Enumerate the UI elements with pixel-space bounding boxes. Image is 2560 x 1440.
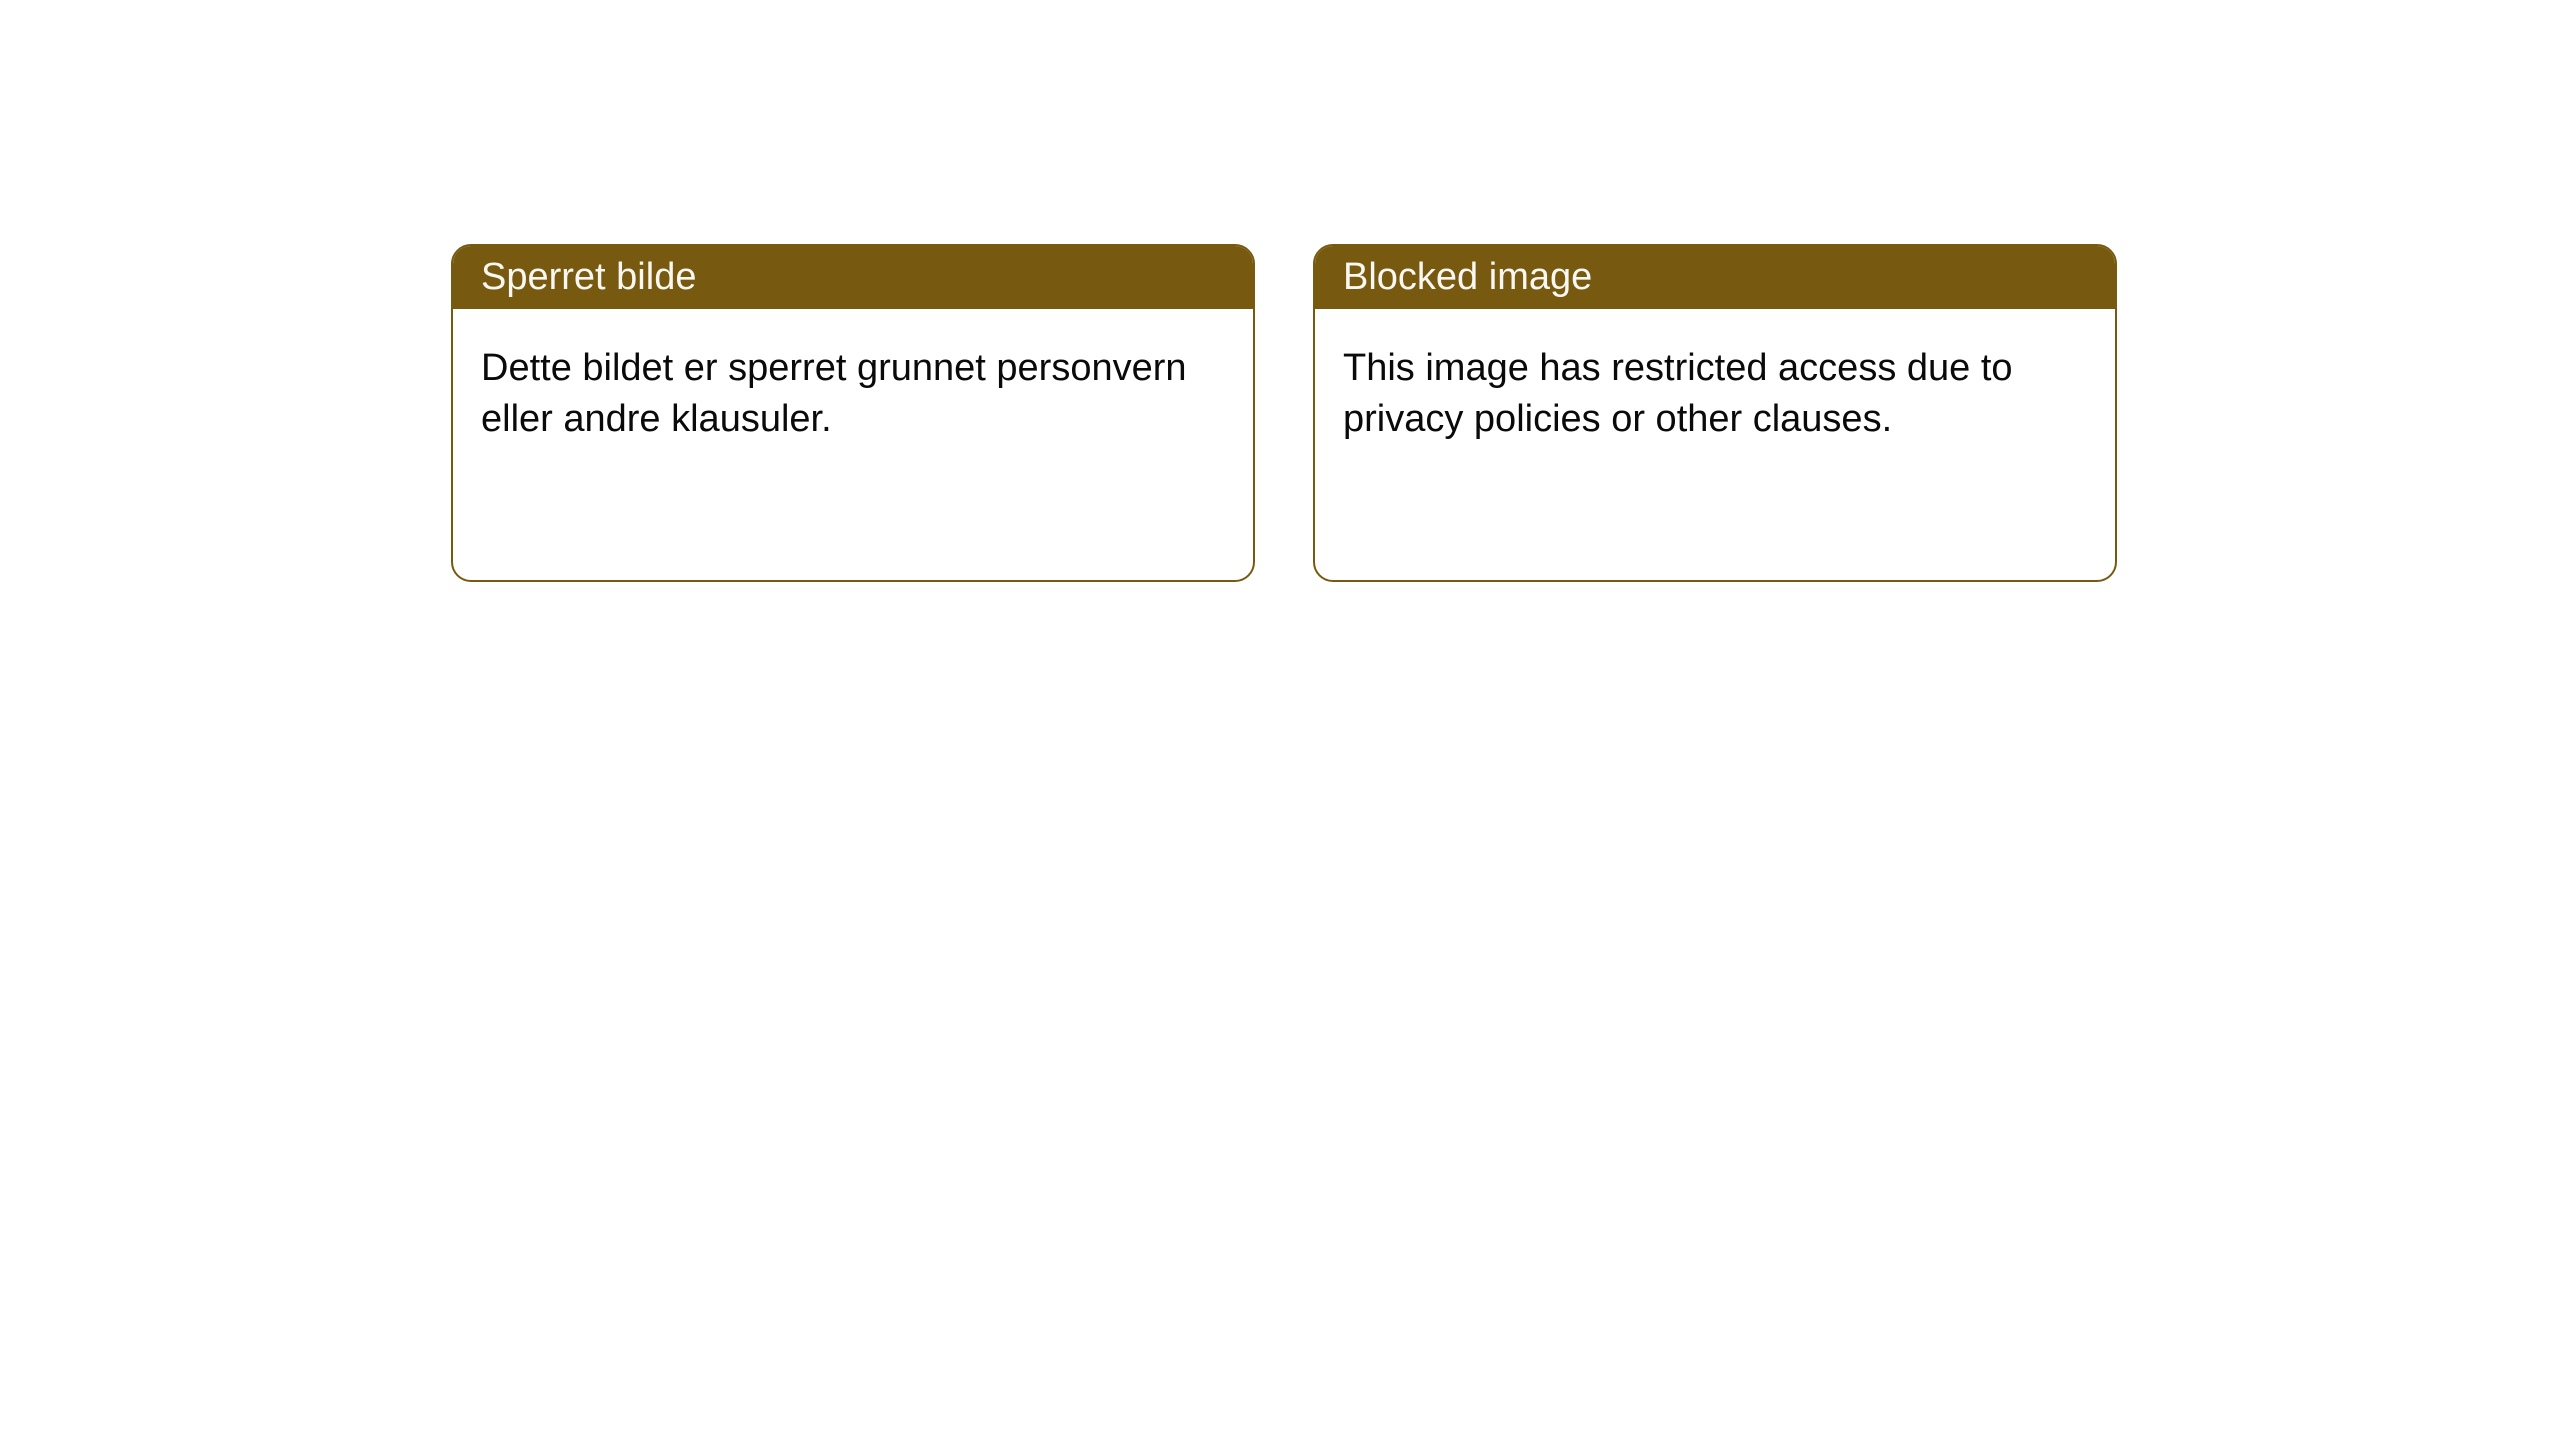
notice-card-message: Dette bildet er sperret grunnet personve…	[481, 347, 1187, 440]
notice-card-title: Blocked image	[1343, 256, 1592, 298]
notice-card-header: Sperret bilde	[453, 246, 1253, 309]
notice-container: Sperret bilde Dette bildet er sperret gr…	[0, 0, 2560, 582]
notice-card-header: Blocked image	[1315, 246, 2115, 309]
notice-card-english: Blocked image This image has restricted …	[1313, 244, 2117, 582]
notice-card-body: Dette bildet er sperret grunnet personve…	[453, 309, 1253, 480]
notice-card-body: This image has restricted access due to …	[1315, 309, 2115, 480]
notice-card-message: This image has restricted access due to …	[1343, 347, 2013, 440]
notice-card-title: Sperret bilde	[481, 256, 696, 298]
notice-card-norwegian: Sperret bilde Dette bildet er sperret gr…	[451, 244, 1255, 582]
